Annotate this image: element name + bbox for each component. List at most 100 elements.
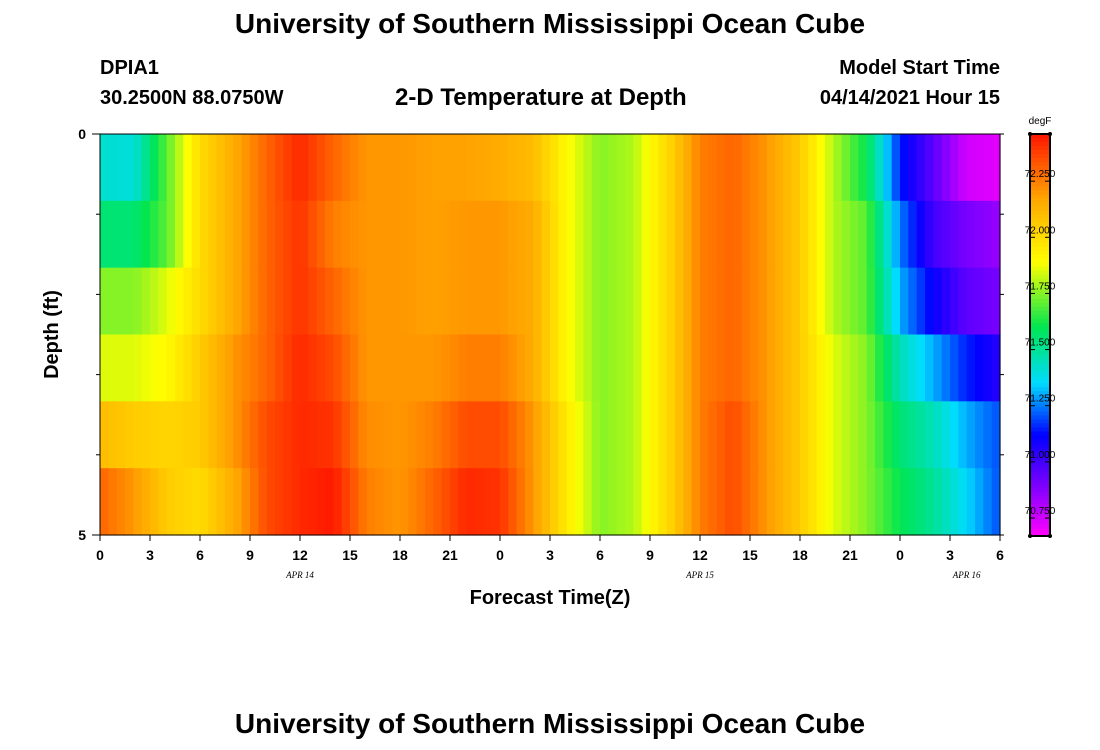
heatmap-cell (125, 200, 134, 269)
heatmap-cell (883, 401, 893, 469)
heatmap-cell (491, 200, 501, 269)
heatmap-cell (991, 267, 1001, 336)
heatmap-cell (766, 334, 776, 402)
heatmap-cell (833, 401, 843, 469)
x-tick-label: 6 (596, 547, 604, 563)
heatmap-cell (733, 334, 743, 402)
heatmap-cell (150, 267, 159, 336)
heatmap-cell (291, 134, 301, 202)
heatmap-cell (350, 401, 359, 469)
heatmap-cell (250, 401, 259, 469)
heatmap-cell (583, 468, 593, 536)
heatmap-cell (916, 267, 926, 336)
heatmap-cell (150, 200, 159, 269)
heatmap-cell (333, 200, 343, 269)
heatmap-cell (191, 401, 201, 469)
heatmap-cell (616, 200, 626, 269)
colorbar-segment (1030, 403, 1050, 408)
heatmap-cell (158, 267, 168, 336)
heatmap-cell (358, 267, 368, 336)
heatmap-cell (908, 401, 918, 469)
heatmap-cell (658, 401, 668, 469)
heatmap-cell (941, 134, 951, 202)
heatmap-cell (358, 334, 368, 402)
colorbar-segment (1030, 407, 1050, 412)
heatmap-cell (250, 200, 259, 269)
heatmap-cell (475, 200, 484, 269)
heatmap-cell (533, 267, 543, 336)
heatmap-cell (850, 267, 859, 336)
heatmap-cell (925, 401, 934, 469)
heatmap-cell (983, 468, 993, 536)
heatmap-cell (175, 200, 184, 269)
heatmap-cell (683, 334, 693, 402)
heatmap-cell (900, 334, 909, 402)
heatmap-cell (758, 334, 768, 402)
heatmap-cell (991, 334, 1001, 402)
heatmap-cell (691, 267, 701, 336)
colorbar-segment (1030, 527, 1050, 533)
heatmap-cell (916, 334, 926, 402)
heatmap-cell (300, 334, 309, 402)
heatmap-cell (241, 401, 251, 469)
heatmap-cell (566, 334, 576, 402)
heatmap-cell (350, 267, 359, 336)
y-axis-title: Depth (ft) (41, 290, 63, 379)
heatmap-cell (766, 200, 776, 269)
colorbar-segment (1030, 503, 1050, 509)
heatmap-cell (816, 267, 826, 336)
heatmap-cell (191, 267, 201, 336)
heatmap-cell (166, 468, 176, 536)
heatmap-cell (383, 401, 393, 469)
heatmap-cell (333, 334, 343, 402)
heatmap-cell (683, 134, 693, 202)
heatmap-cell (141, 401, 151, 469)
heatmap-cell (491, 401, 501, 469)
heatmap-cell (308, 267, 318, 336)
heatmap-cell (158, 334, 168, 402)
heatmap-cell (408, 468, 418, 536)
heatmap-cell (200, 334, 209, 402)
heatmap-cell (116, 401, 126, 469)
heatmap-cell (391, 401, 401, 469)
heatmap-cell (408, 200, 418, 269)
heatmap-cell (691, 134, 701, 202)
colorbar-segment (1030, 367, 1050, 372)
heatmap-cell (816, 134, 826, 202)
heatmap-cell (541, 200, 551, 269)
heatmap-cell (733, 401, 743, 469)
heatmap-cell (975, 134, 984, 202)
heatmap-cell (475, 401, 484, 469)
heatmap-cell (666, 134, 676, 202)
colorbar-segment (1030, 246, 1050, 252)
heatmap-cell (941, 401, 951, 469)
heatmap-cell (416, 468, 426, 536)
heatmap-cell (258, 134, 268, 202)
x-tick-label: 3 (146, 547, 154, 563)
heatmap-cell (608, 468, 618, 536)
heatmap-cell (525, 267, 534, 336)
colorbar-segment (1030, 278, 1050, 284)
heatmap-cell (850, 200, 859, 269)
heatmap-cell (991, 468, 1001, 536)
station-id: DPIA1 (100, 57, 159, 79)
heatmap-cell (983, 334, 993, 402)
heatmap-cell (808, 200, 818, 269)
heatmap-cell (133, 334, 143, 402)
heatmap-cell (625, 468, 634, 536)
heatmap-cell (883, 267, 893, 336)
heatmap-cell (466, 468, 476, 536)
colorbar-segment (1030, 371, 1050, 376)
heatmap-cell (575, 200, 584, 269)
station-coordinates: 30.2500N 88.0750W (100, 87, 284, 109)
heatmap-cell (458, 401, 468, 469)
heatmap-cell (508, 468, 518, 536)
heatmap-cell (783, 200, 793, 269)
heatmap-cell (400, 334, 409, 402)
colorbar-tick-label: 71.250 (1025, 394, 1056, 405)
heatmap-cell (233, 200, 243, 269)
heatmap-cell (958, 468, 968, 536)
colorbar-segment (1030, 427, 1050, 433)
heatmap-cell (958, 401, 968, 469)
heatmap-cell (358, 200, 368, 269)
